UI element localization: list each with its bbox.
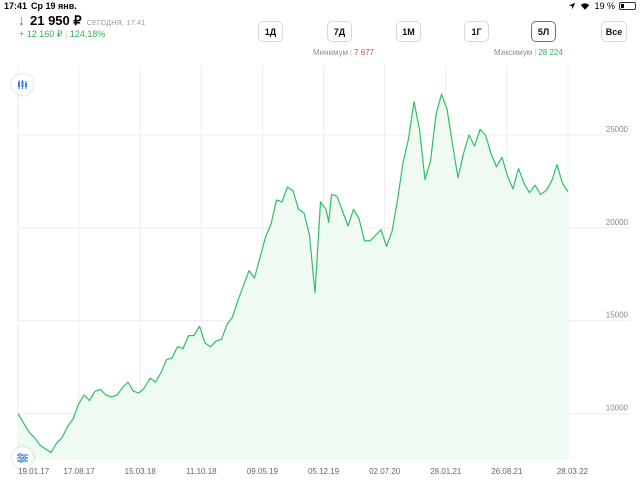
x-tick-label: 28.01.21: [430, 467, 462, 476]
period-button-all[interactable]: Все: [601, 21, 627, 42]
y-tick-label: 15000: [606, 311, 629, 320]
x-tick-label: 17.08.17: [64, 467, 96, 476]
price-chart[interactable]: 10000 15000 20000 25000 19.01.17 17.08.17 15.0…: [0, 60, 640, 480]
sliders-icon: [17, 452, 28, 463]
battery-icon: [619, 2, 636, 10]
current-price: 21 950 ₽: [30, 13, 82, 28]
x-tick-label: 11.10.18: [186, 467, 217, 476]
x-tick-label: 02.07.20: [369, 467, 401, 476]
status-date: Ср 19 янв.: [31, 1, 77, 11]
x-tick-label: 15.03.18: [125, 467, 157, 476]
period-button-7d[interactable]: 7Д: [327, 21, 352, 42]
period-button-1d[interactable]: 1Д: [258, 21, 283, 42]
price-change: + 12 160 ₽ | 124,18%: [19, 29, 106, 39]
status-time: 17:41: [4, 1, 28, 11]
x-tick-label: 19.01.17: [18, 467, 50, 476]
y-tick-label: 25000: [606, 125, 629, 134]
price-timestamp: СЕГОДНЯ, 17:41: [86, 20, 146, 27]
chart-type-button[interactable]: [12, 74, 33, 95]
period-button-1m[interactable]: 1М: [396, 21, 421, 42]
y-tick-label: 10000: [606, 404, 629, 413]
quote-header: ↓ 21 950 ₽ СЕГОДНЯ, 17:41: [18, 12, 146, 29]
y-tick-label: 20000: [606, 218, 629, 227]
period-button-5y[interactable]: 5Л: [531, 21, 556, 42]
change-percent: 124,18%: [69, 29, 106, 39]
chart-settings-button[interactable]: [12, 447, 33, 468]
price-area-fill: [18, 94, 568, 460]
price-line: [17, 93, 569, 454]
battery-percent: 19 %: [594, 1, 615, 11]
candlestick-icon: [18, 80, 27, 89]
wifi-icon: [581, 3, 590, 10]
maximum-value: Максимум | 28 224: [494, 48, 563, 57]
x-tick-label: 05.12.19: [308, 467, 340, 476]
arrow-down-icon: ↓: [18, 12, 25, 28]
x-tick-label: 28.03.22: [557, 467, 589, 476]
x-tick-label: 09.05.19: [247, 467, 279, 476]
x-tick-label: 26.08.21: [491, 467, 523, 476]
change-absolute: + 12 160 ₽: [19, 29, 63, 39]
status-bar: 17:41 Ср 19 янв. 19 %: [0, 0, 640, 12]
location-icon: [569, 2, 576, 10]
minimum-value: Минимум | 7 677: [313, 48, 375, 57]
period-button-1y[interactable]: 1Г: [464, 21, 489, 42]
